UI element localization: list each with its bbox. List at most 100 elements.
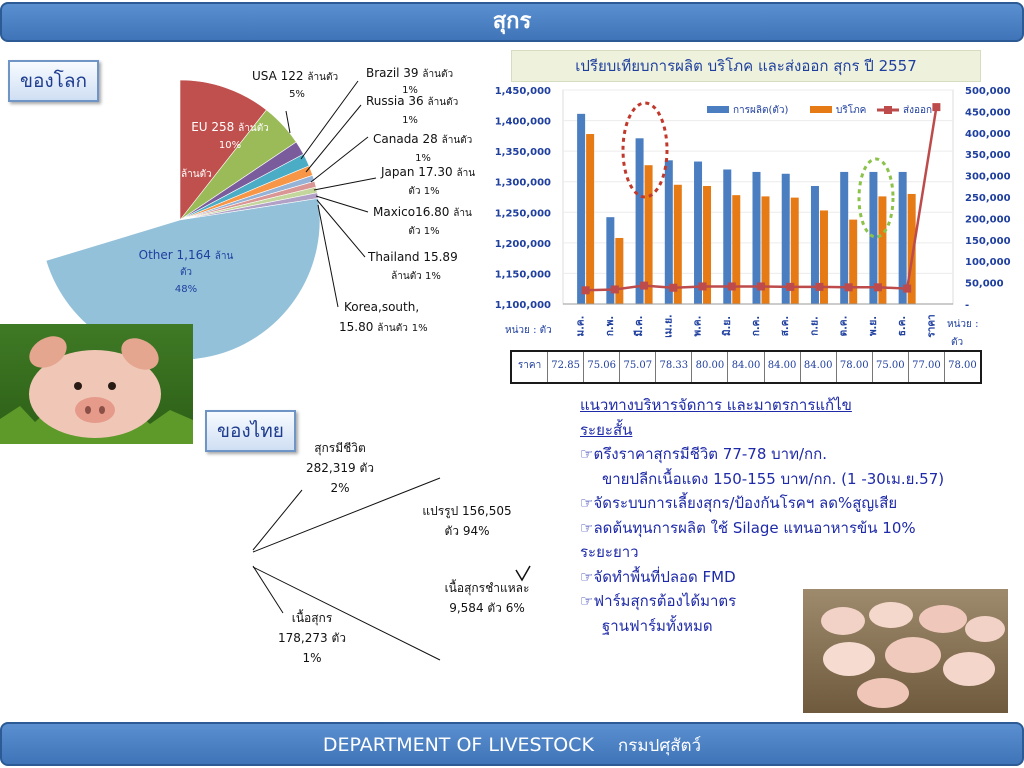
price-cell: 80.00 — [692, 352, 729, 382]
leader-russia — [305, 104, 362, 173]
right-tick-label: 100,000 — [965, 257, 1011, 268]
legend-production: การผลิต(ตัว) — [733, 105, 789, 116]
legend-swatch-production — [707, 106, 729, 113]
point-export — [581, 286, 590, 295]
point-export — [698, 282, 707, 291]
category-label: มี.ค. — [633, 316, 645, 337]
bullet-icon: ☞ — [580, 494, 594, 512]
measure-item-4: ☞จัดทำพื้นที่ปลอด FMD — [580, 567, 736, 586]
left-tick-label: 1,450,000 — [495, 86, 551, 97]
bar-production — [606, 217, 615, 304]
price-cell: 75.06 — [584, 352, 621, 382]
bar-legend: การผลิต(ตัว) บริโภค ส่งออก — [707, 103, 932, 116]
piglets-photo — [803, 589, 1008, 713]
left-tick-label: 1,300,000 — [495, 178, 551, 189]
page-title: สุกร — [492, 9, 532, 34]
footer-dept-th: กรมปศุสัตว์ — [617, 736, 702, 756]
legend-export: ส่งออก — [903, 105, 932, 116]
bar-consumption — [878, 196, 887, 304]
bar-consumption — [732, 195, 741, 304]
top-banner: สุกร — [0, 2, 1024, 42]
label-russia-pct: 1% — [402, 115, 418, 126]
left-tick-label: 1,200,000 — [495, 239, 551, 250]
thai-pie-charts: บริโภค, 15,429,408 ตัว 97% สุกรมีชีวิต 2… — [80, 441, 571, 667]
bullet-icon: ☞ — [580, 567, 594, 586]
label-other: Other 1,164 ล้าน — [139, 248, 234, 262]
measure-item-1b: ขายปลีกเนื้อแดง 150-155 บาท/กก. (1 -30เม… — [602, 469, 945, 488]
right-tick-label: 350,000 — [965, 150, 1011, 161]
long-term-heading: ระยะยาว — [580, 543, 639, 561]
price-cell: 77.00 — [909, 352, 945, 382]
bar-consumption — [644, 165, 653, 304]
tag-thai: ของไทย — [205, 410, 296, 452]
category-label: เม.ย. — [663, 314, 674, 337]
left-tick-label: 1,100,000 — [495, 300, 551, 311]
point-export — [669, 283, 678, 292]
category-label: ส.ค. — [780, 316, 791, 336]
point-export — [932, 103, 941, 112]
label-usa-pct: 5% — [289, 89, 305, 100]
price-table: ราคา 72.85 75.06 75.07 78.33 80.00 84.00 84.00 8… — [510, 350, 982, 384]
right-tick-label: 200,000 — [965, 214, 1011, 225]
label-maxico-pct: ตัว 1% — [408, 226, 439, 237]
leader-thailand — [316, 199, 366, 258]
label-japan-pct: ตัว 1% — [408, 186, 439, 197]
measures-heading: แนวทางบริหารจัดการ และมาตรการแก้ไข — [580, 396, 852, 414]
price-cell: 75.00 — [873, 352, 909, 382]
point-export — [757, 282, 765, 291]
label-brazil-pct: 1% — [402, 85, 418, 96]
price-cell: 78.00 — [837, 352, 873, 382]
highlight-green-circle — [857, 157, 895, 239]
connector-bottom — [252, 566, 441, 661]
label-live-pig-pct: 2% — [330, 481, 349, 495]
category-label: ราคา — [926, 314, 937, 337]
leader-canada — [310, 136, 369, 183]
point-export — [844, 283, 853, 292]
bar-production — [781, 173, 790, 304]
price-cell: 75.07 — [620, 352, 657, 382]
label-thailand: Thailand 15.89 — [367, 250, 458, 264]
right-tick-label: - — [965, 300, 969, 311]
price-cell: 84.00 — [801, 352, 837, 382]
label-japan: Japan 17.30 ล้าน — [380, 165, 475, 179]
leader-live-pig — [252, 489, 303, 551]
sub-slice-0 — [475, 581, 520, 667]
pig-photo — [0, 324, 193, 444]
point-export — [786, 282, 795, 291]
bullet-icon: ☞ — [580, 592, 594, 610]
management-measures: แนวทางบริหารจัดการ และมาตรการแก้ไข ระยะส… — [580, 393, 1005, 638]
label-processed-value: ตัว 94% — [444, 524, 489, 538]
measure-item-3: ☞ลดต้นทุนการผลิต ใช้ Silage แทนอาหารข้น … — [580, 518, 916, 537]
bar-production — [723, 169, 732, 304]
left-tick-label: 1,150,000 — [495, 269, 551, 280]
label-china: CHINA 723 ล้านตัว — [112, 166, 211, 180]
bar-production — [810, 185, 819, 304]
label-usa: USA 122 ล้านตัว — [252, 69, 338, 83]
left-tick-label: 1,250,000 — [495, 208, 551, 219]
price-header-cell: ราคา — [512, 352, 549, 382]
world-slice-eu — [179, 79, 267, 221]
right-tick-label: 500,000 — [965, 86, 1011, 97]
label-live-pig: สุกรมีชีวิต — [314, 441, 366, 456]
bar-consumption — [849, 219, 858, 304]
category-label: มิ.ย. — [721, 316, 733, 336]
bar-production — [664, 160, 673, 304]
label-china-pct: 30% — [151, 186, 173, 197]
bar-consumption — [703, 185, 712, 304]
right-tick-label: 250,000 — [965, 193, 1011, 204]
label-korea: Korea,south, — [344, 300, 419, 314]
production-bar-chart: 1,450,000 1,400,000 1,350,000 1,300,000 1,25… — [495, 86, 1011, 348]
bar-production — [840, 171, 849, 304]
check-mark — [515, 565, 531, 582]
category-label: ก.ค. — [751, 316, 762, 336]
category-label: ก.พ. — [605, 316, 616, 336]
point-export — [610, 285, 619, 294]
price-cell: 78.00 — [948, 360, 977, 371]
right-tick-label: 150,000 — [965, 236, 1011, 247]
leader-korea — [317, 204, 339, 308]
world-slice-other — [45, 198, 321, 361]
sub-slice-0 — [475, 568, 571, 583]
leader-japan — [313, 177, 377, 191]
label-live-pig-value: 282,319 ตัว — [306, 461, 374, 475]
label-thailand-unit: ล้านตัว 1% — [391, 270, 441, 282]
